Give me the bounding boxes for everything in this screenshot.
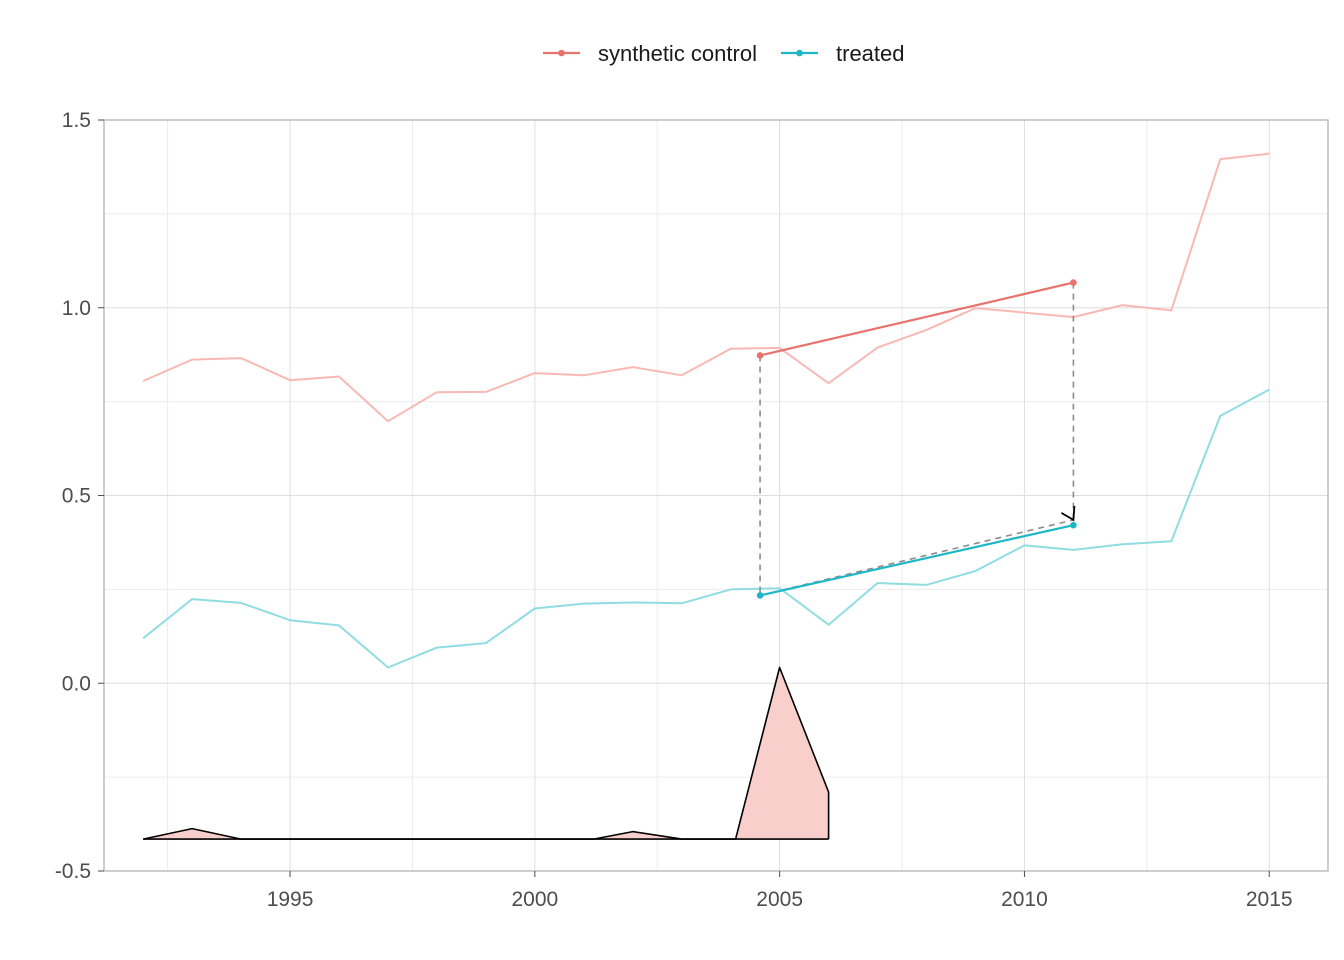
plot-content (142, 152, 1270, 840)
legend-key-dot-treated (796, 49, 803, 57)
y-tick-label: 0.5 (62, 485, 91, 508)
series-line-synthetic-control[interactable] (142, 152, 1270, 423)
trend-segment-treated (759, 524, 1074, 597)
x-tick-label: 2005 (756, 888, 803, 911)
x-tick-label: 2015 (1246, 888, 1293, 911)
y-tick-label: 1.0 (62, 297, 91, 320)
legend-key-dot-synthetic-control (558, 49, 565, 57)
density-outline (143, 666, 830, 840)
trend-point-synthetic-control (756, 352, 764, 359)
legend-item-synthetic-control[interactable]: synthetic control (543, 41, 757, 66)
trend-point-synthetic-control (1070, 279, 1077, 286)
legend-item-treated[interactable]: treated (781, 41, 905, 66)
grid (104, 119, 1328, 872)
density-area (143, 667, 829, 840)
x-tick-label: 2000 (511, 888, 558, 911)
dashed-counterfactual (759, 519, 1074, 597)
y-tick-label: 0.0 (62, 672, 91, 695)
y-tick-label: -0.5 (55, 860, 91, 883)
x-tick-label: 2010 (1001, 888, 1048, 911)
trend-segment-synthetic-control (759, 281, 1074, 357)
trend-point-treated (1070, 521, 1077, 529)
axes: 1995 2000 2005 2010 2015 -0.5 0.0 0.5 1.0 1.5 (55, 109, 1329, 911)
legend-label-treated: treated (836, 41, 905, 66)
trend-point-treated (756, 592, 764, 599)
y-tick-label: 1.5 (62, 109, 91, 132)
legend-label-synthetic-control: synthetic control (598, 41, 757, 66)
series-line-treated[interactable] (142, 388, 1270, 669)
legend: synthetic control treated (543, 41, 905, 66)
arrowhead-icon (1060, 505, 1076, 522)
x-tick-label: 1995 (267, 888, 314, 911)
